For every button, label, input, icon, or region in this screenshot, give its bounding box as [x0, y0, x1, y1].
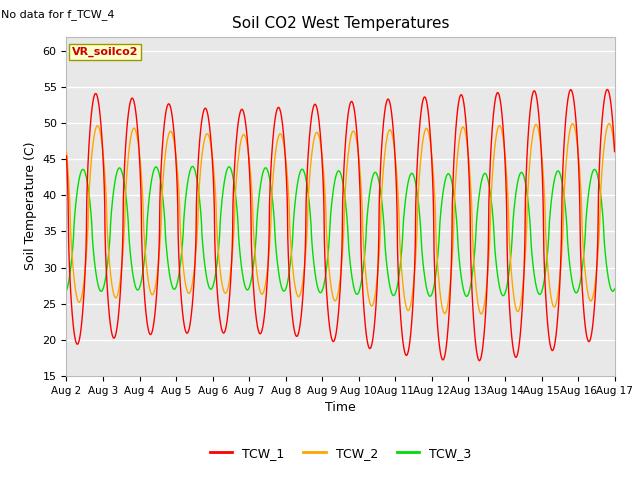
Title: Soil CO2 West Temperatures: Soil CO2 West Temperatures — [232, 16, 449, 31]
Text: VR_soilco2: VR_soilco2 — [72, 47, 138, 57]
Legend: TCW_1, TCW_2, TCW_3: TCW_1, TCW_2, TCW_3 — [205, 442, 476, 465]
X-axis label: Time: Time — [325, 401, 356, 414]
Text: No data for f_TCW_4: No data for f_TCW_4 — [1, 10, 114, 20]
Y-axis label: Soil Temperature (C): Soil Temperature (C) — [24, 142, 37, 270]
